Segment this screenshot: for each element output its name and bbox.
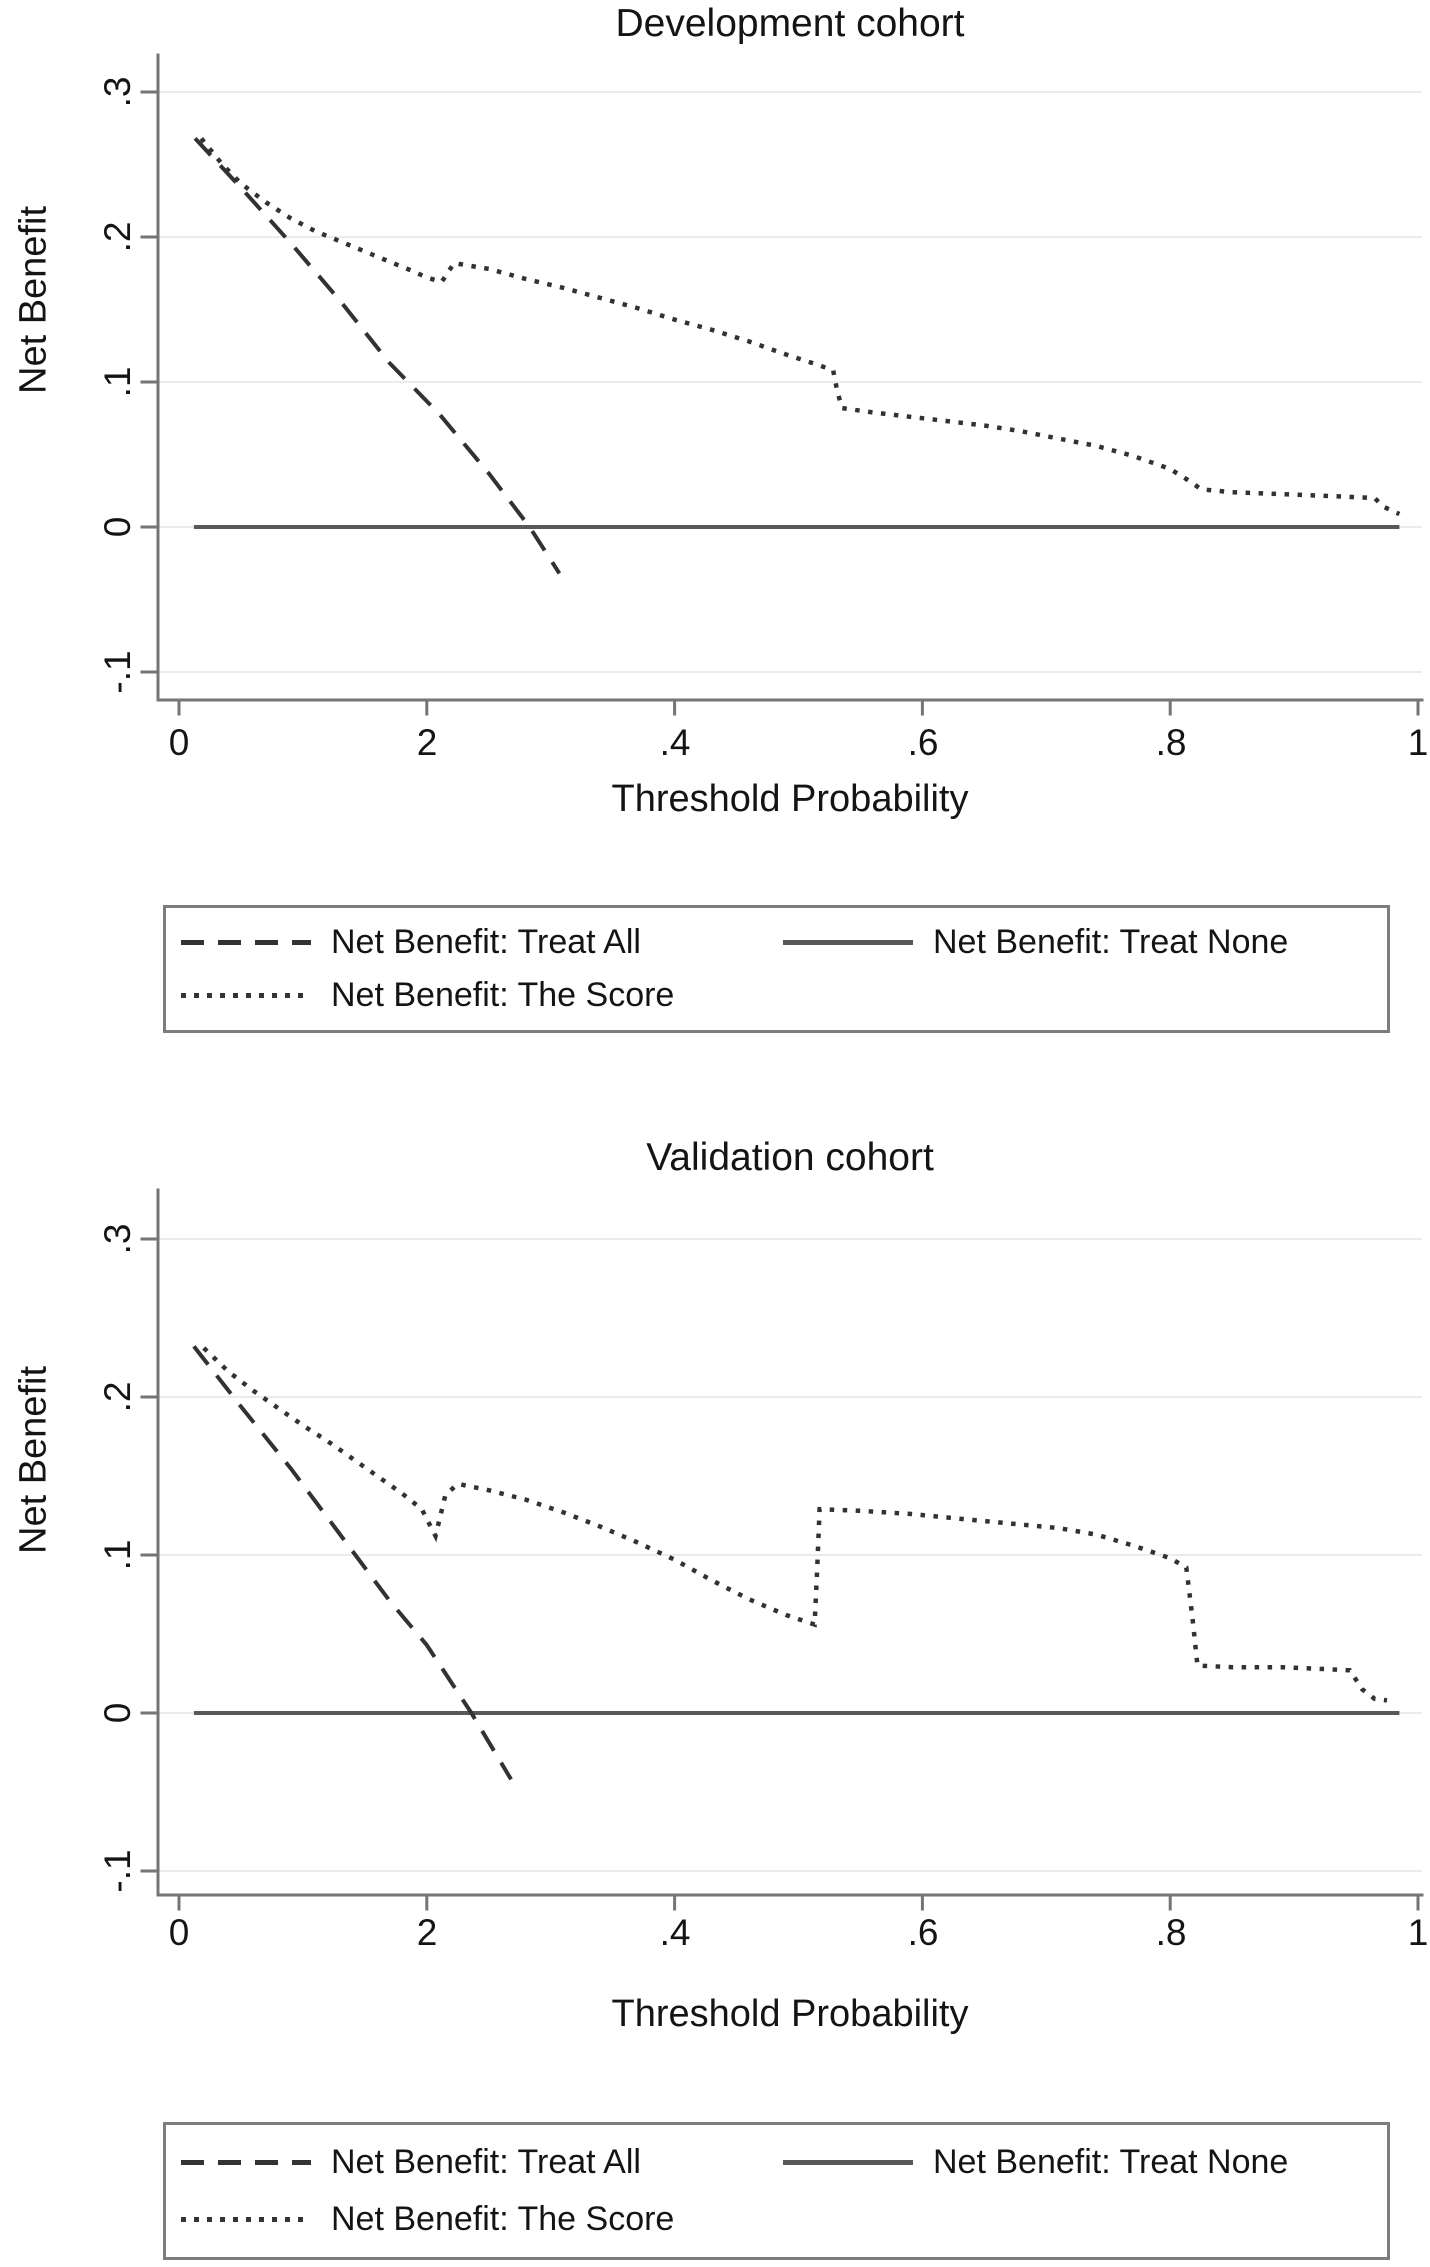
dev-xtick-label-0: 0	[168, 722, 190, 763]
solid-line-sample	[783, 939, 913, 945]
dev-ytick-label-0: 0	[97, 516, 138, 538]
dev-legend-row-2: Net Benefit: The Score	[181, 976, 1387, 1015]
dev-legend-label-treat-all: Net Benefit: Treat All	[331, 922, 641, 961]
val-xtick-label-02: 2	[416, 1912, 438, 1953]
solid-line-sample	[783, 2160, 913, 2165]
val-ytick-label-01: .1	[97, 1539, 138, 1571]
val-plot-area	[140, 1188, 1424, 1911]
val-ytick-label-0: 0	[97, 1702, 138, 1724]
val-chart-title: Validation cohort	[646, 1136, 934, 1179]
dashed-line-sample	[181, 2160, 311, 2165]
dev-xtick-label-1: 1	[1407, 722, 1429, 763]
val-legend: Net Benefit: Treat All Net Benefit: Trea…	[163, 2122, 1390, 2260]
dev-plot-area	[140, 53, 1424, 716]
val-legend-row-1: Net Benefit: Treat All Net Benefit: Trea…	[181, 2143, 1387, 2182]
dev-x-axis-title: Threshold Probability	[611, 778, 969, 820]
dev-ytick-label-02: .2	[97, 221, 138, 253]
val-ytick-label-03: .3	[97, 1223, 138, 1255]
dev-ytick-label-01: .1	[97, 366, 138, 398]
dev-legend-label-score: Net Benefit: The Score	[331, 976, 675, 1015]
dotted-line-sample	[181, 2217, 311, 2222]
val-ytick-label-n01: -.1	[97, 1849, 138, 1893]
dev-y-axis-title: Net Benefit	[12, 206, 55, 394]
dev-xtick-label-02: 2	[416, 722, 438, 763]
dashed-line-sample	[181, 939, 311, 945]
dev-score-curve	[199, 136, 1401, 517]
val-x-axis-title: Threshold Probability	[611, 1993, 969, 2035]
val-legend-label-treat-none: Net Benefit: Treat None	[933, 2143, 1289, 2181]
dev-ytick-label-03: .3	[97, 76, 138, 108]
val-legend-label-score: Net Benefit: The Score	[331, 2200, 675, 2238]
val-xtick-label-08: .8	[1155, 1912, 1187, 1953]
val-legend-row-2: Net Benefit: The Score	[181, 2200, 1387, 2239]
dotted-line-sample	[181, 993, 311, 999]
dev-xtick-label-06: .6	[907, 722, 939, 763]
val-xtick-label-04: .4	[659, 1912, 691, 1953]
dev-legend-label-treat-none: Net Benefit: Treat None	[933, 922, 1289, 961]
dev-legend-row-1: Net Benefit: Treat All Net Benefit: Trea…	[181, 923, 1387, 962]
dev-treat-all-curve	[193, 137, 562, 575]
val-treat-all-curve	[192, 1345, 513, 1781]
dev-chart-title: Development cohort	[615, 2, 965, 45]
val-ytick-label-02: .2	[97, 1381, 138, 1413]
dev-ytick-label-n01: -.1	[97, 650, 138, 694]
val-legend-label-treat-all: Net Benefit: Treat All	[331, 2143, 641, 2181]
val-y-axis-title: Net Benefit	[12, 1366, 55, 1554]
val-score-curve	[202, 1346, 1388, 1703]
val-xtick-label-06: .6	[907, 1912, 939, 1953]
val-xtick-label-0: 0	[168, 1912, 190, 1953]
dev-xtick-label-04: .4	[659, 722, 691, 763]
dev-legend: Net Benefit: Treat All Net Benefit: Trea…	[163, 905, 1390, 1033]
val-xtick-label-1: 1	[1407, 1912, 1429, 1953]
dev-xtick-label-08: .8	[1155, 722, 1187, 763]
